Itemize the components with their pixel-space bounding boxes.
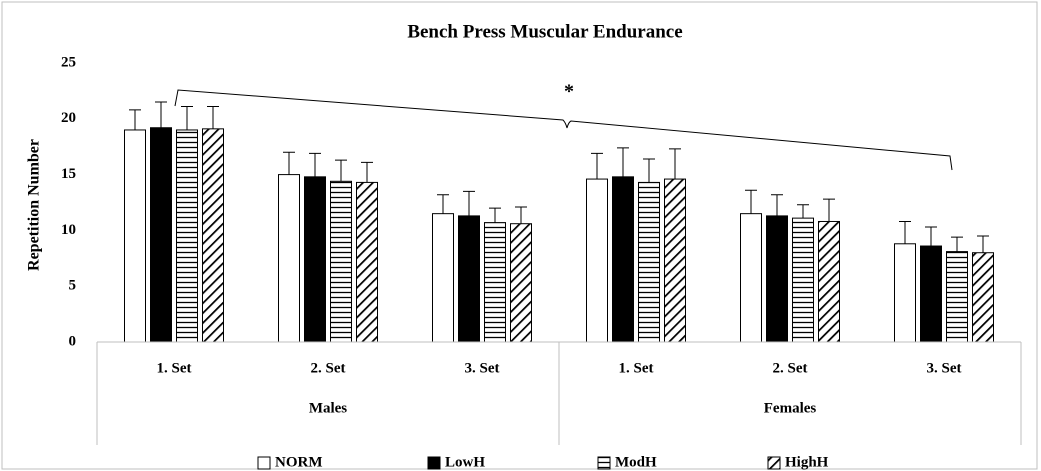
- bar: [484, 222, 506, 343]
- legend-swatch: [597, 456, 611, 470]
- bar: [638, 181, 660, 343]
- x-tick-label: 3. Set: [927, 360, 962, 376]
- error-bar: [745, 189, 757, 214]
- error-bar: [463, 190, 475, 216]
- group-label: Females: [764, 400, 817, 416]
- bar: [278, 174, 300, 343]
- error-bar: [515, 206, 527, 224]
- error-bar: [617, 147, 629, 177]
- error-bar: [925, 226, 937, 247]
- bar: [202, 128, 224, 343]
- error-bar: [437, 194, 449, 214]
- bar: [792, 217, 814, 343]
- significance-bracket: [174, 89, 953, 171]
- bar: [972, 252, 994, 343]
- error-bar: [977, 235, 989, 253]
- legend-swatch: [427, 456, 441, 470]
- legend-label: HighH: [785, 454, 829, 470]
- bar: [740, 213, 762, 343]
- x-tick-label: 2. Set: [311, 360, 346, 376]
- y-tick-label: 15: [61, 166, 76, 182]
- error-bar: [489, 207, 501, 223]
- error-bar: [129, 109, 141, 130]
- error-bar: [155, 101, 167, 128]
- bar: [124, 129, 146, 343]
- error-bar: [951, 236, 963, 252]
- bar: [664, 178, 686, 343]
- x-tick-label: 2. Set: [773, 360, 808, 376]
- error-bar: [181, 106, 193, 130]
- legend-label: LowH: [445, 454, 485, 470]
- error-bar: [207, 106, 219, 129]
- annotation: *: [564, 81, 574, 103]
- y-tick-label: 20: [61, 110, 76, 126]
- error-bar: [309, 152, 321, 177]
- legend-label: ModH: [615, 454, 657, 470]
- bar: [176, 129, 198, 343]
- bar: [458, 215, 480, 343]
- bar: [330, 180, 352, 343]
- y-axis-label: Repetition Number: [26, 139, 43, 271]
- group-label: Males: [309, 400, 347, 416]
- error-bar: [335, 159, 347, 182]
- error-bar: [361, 161, 373, 183]
- y-tick-label: 25: [61, 54, 76, 70]
- bar: [920, 245, 942, 343]
- bar: [150, 127, 172, 343]
- y-tick-label: 10: [61, 222, 76, 238]
- bar: [766, 215, 788, 343]
- error-bar: [643, 158, 655, 183]
- error-bar: [899, 220, 911, 244]
- bar: [612, 176, 634, 343]
- y-tick-label: 0: [69, 333, 77, 349]
- bar: [356, 181, 378, 343]
- x-tick-label: 1. Set: [619, 360, 654, 376]
- error-bar: [771, 194, 783, 216]
- error-bar: [823, 198, 835, 222]
- error-bar: [283, 151, 295, 175]
- legend-swatch: [767, 456, 781, 470]
- error-bar: [591, 152, 603, 180]
- y-tick-label: 5: [69, 278, 77, 294]
- bar: [946, 251, 968, 343]
- bar: [510, 223, 532, 343]
- legend-label: NORM: [275, 454, 323, 470]
- bar: [818, 220, 840, 343]
- x-tick-label: 3. Set: [465, 360, 500, 376]
- legend-swatch: [257, 456, 271, 470]
- bar: [586, 178, 608, 343]
- bar: [432, 213, 454, 343]
- error-bar: [797, 204, 809, 219]
- error-bar: [669, 148, 681, 180]
- x-tick-label: 1. Set: [157, 360, 192, 376]
- bar: [894, 243, 916, 343]
- chart-title: Bench Press Muscular Endurance: [407, 21, 682, 42]
- bar: [304, 176, 326, 343]
